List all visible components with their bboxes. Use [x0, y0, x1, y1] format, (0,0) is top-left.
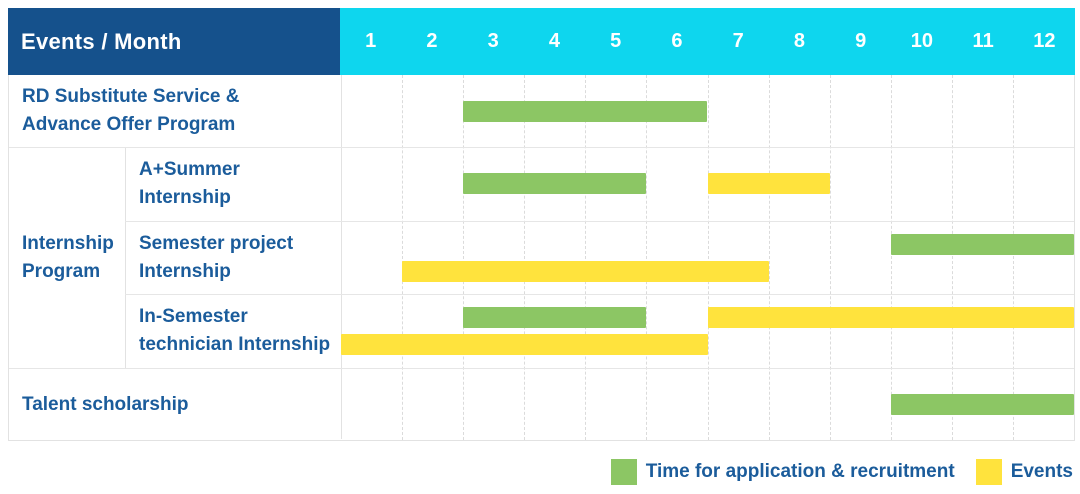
- group-cell-label-line: Program: [22, 260, 101, 282]
- month-gridline: [646, 75, 648, 440]
- group-cell-label-line: Internship: [22, 232, 114, 254]
- gantt-bar-event: [341, 334, 708, 355]
- row-label: RD Substitute Service & Advance Offer Pro…: [9, 75, 341, 147]
- table-header-label: Events / Month: [8, 8, 340, 75]
- row-separator: [9, 368, 1074, 369]
- gantt-bar-application: [890, 394, 1074, 415]
- month-header-cell: 11: [972, 30, 994, 52]
- gantt-bar-application: [463, 307, 647, 328]
- month-header-cell: 8: [793, 30, 805, 52]
- events-month-table: Events / Month 1 2 3 4 5 6 7 8 9 10 11 12 Internshi…: [8, 8, 1075, 441]
- month-gridline: [951, 75, 953, 440]
- sub-row-label: In-Semester technician Internship: [125, 294, 341, 368]
- legend: Time for application & recruitment Events: [610, 459, 1073, 485]
- row-label-line: A+Summer: [139, 159, 240, 180]
- month-gridline: [890, 75, 892, 440]
- month-gridline: [829, 75, 831, 440]
- group-cell-internship-program: Internship Program: [9, 147, 125, 368]
- legend-swatch-application: [610, 459, 637, 485]
- month-gridline: [707, 75, 709, 440]
- row-label-line: Talent scholarship: [22, 393, 189, 415]
- row-separator: [9, 147, 1074, 148]
- group-column-divider: [125, 147, 126, 368]
- legend-label: Events: [1010, 461, 1073, 482]
- month-header-cell: 3: [487, 30, 499, 52]
- month-gridline: [1012, 75, 1014, 440]
- row-separator: [125, 294, 1074, 295]
- label-chart-divider: [341, 75, 342, 439]
- month-header-cell: 10: [910, 30, 933, 52]
- legend-swatch-event: [975, 459, 1002, 485]
- row-label-line: Advance Offer Program: [22, 114, 236, 135]
- gantt-bar-application: [463, 101, 708, 122]
- sub-row-label: A+Summer Internship: [125, 147, 341, 221]
- sub-row-label: Semester project Internship: [125, 221, 341, 294]
- gantt-bar-event: [402, 261, 769, 282]
- month-header: 1 2 3 4 5 6 7 8 9 10 11 12: [340, 8, 1075, 75]
- row-label-line: In-Semester: [139, 306, 248, 327]
- row-separator: [125, 221, 1074, 222]
- month-header-cell: 12: [1033, 30, 1056, 52]
- month-header-cell: 6: [671, 30, 683, 52]
- legend-label: Time for application & recruitment: [645, 461, 955, 482]
- gantt-bar-event: [707, 307, 1074, 328]
- row-label-line: technician Internship: [139, 334, 331, 355]
- gantt-body: Internship Program RD Substitute Service &…: [8, 75, 1075, 441]
- month-header-cell: 7: [732, 30, 744, 52]
- month-header-cell: 2: [426, 30, 438, 52]
- month-header-cell: 5: [610, 30, 622, 52]
- row-label-line: Internship: [139, 187, 231, 208]
- gantt-bar-application: [463, 173, 647, 194]
- month-header-cell: 9: [855, 30, 867, 52]
- row-label-line: Semester project: [139, 232, 294, 254]
- month-gridline: [768, 75, 770, 440]
- row-label: Talent scholarship: [9, 368, 341, 441]
- gantt-bar-application: [890, 234, 1074, 255]
- month-header-cell: 1: [365, 30, 377, 52]
- month-gridline: [585, 75, 587, 440]
- month-header-cell: 4: [548, 30, 560, 52]
- table-header-row: Events / Month 1 2 3 4 5 6 7 8 9 10 11 12: [8, 8, 1075, 75]
- gantt-bar-event: [707, 173, 830, 194]
- month-gridline: [524, 75, 526, 440]
- row-label-line: Internship: [139, 260, 231, 282]
- legend-item-application: Time for application & recruitment: [610, 459, 955, 485]
- month-gridline: [402, 75, 404, 440]
- row-label-line: RD Substitute Service &: [22, 86, 240, 107]
- month-gridline: [463, 75, 465, 440]
- legend-item-event: Events: [975, 459, 1073, 485]
